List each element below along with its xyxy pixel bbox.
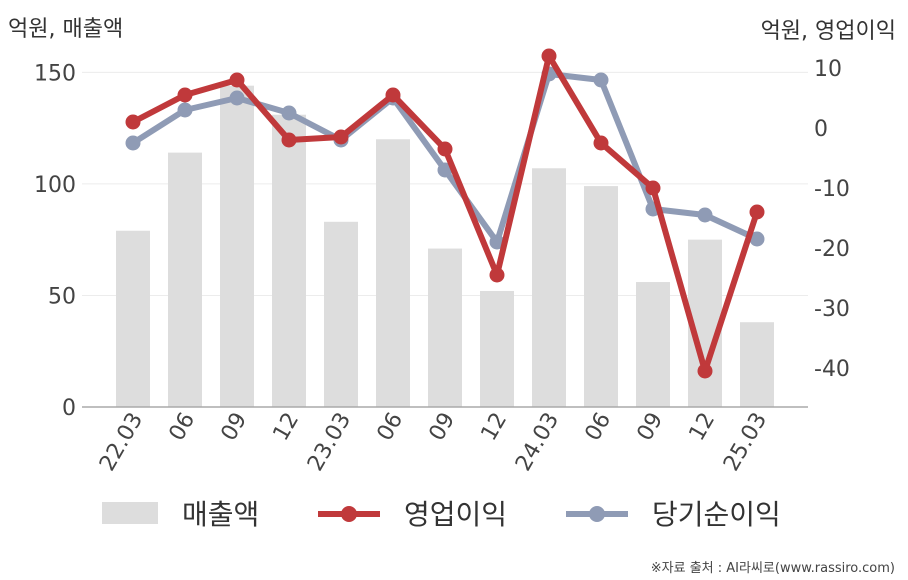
bar-revenue bbox=[428, 248, 462, 407]
point-operating-profit bbox=[645, 180, 661, 196]
point-operating-profit bbox=[229, 72, 245, 88]
point-net-income bbox=[281, 105, 297, 121]
x-axis-tick-label: 25.03 bbox=[719, 409, 772, 476]
x-axis-tick-label: 09 bbox=[217, 409, 253, 446]
left-axis-tick-label: 50 bbox=[48, 284, 76, 309]
point-net-income bbox=[489, 234, 505, 250]
bar-revenue bbox=[636, 282, 670, 407]
bar-revenue bbox=[584, 186, 618, 407]
x-axis-tick-label: 09 bbox=[425, 409, 461, 446]
point-operating-profit bbox=[749, 204, 765, 220]
right-axis-tick-label: -10 bbox=[814, 177, 850, 202]
legend-swatch-revenue bbox=[102, 502, 158, 524]
legend-label-operating-profit: 영업이익 bbox=[404, 498, 507, 531]
point-net-income bbox=[697, 207, 713, 223]
legend-label-net-income: 당기순이익 bbox=[652, 498, 781, 531]
point-operating-profit bbox=[125, 114, 141, 130]
right-axis-unit-label: 억원, 영업이익 bbox=[761, 19, 896, 44]
x-axis-tick-label: 12 bbox=[477, 409, 513, 446]
x-axis-tick-label: 24.03 bbox=[511, 409, 564, 476]
point-operating-profit bbox=[333, 129, 349, 145]
left-axis-tick-label: 100 bbox=[34, 173, 76, 198]
profit-lines bbox=[125, 48, 765, 379]
bar-revenue bbox=[324, 221, 358, 407]
bar-revenue bbox=[168, 152, 202, 407]
left-axis-tick-label: 0 bbox=[62, 396, 76, 421]
point-operating-profit bbox=[489, 267, 505, 283]
right-axis-tick-label: -20 bbox=[814, 237, 850, 262]
point-net-income bbox=[177, 102, 193, 118]
left-axis-tick-label: 150 bbox=[34, 61, 76, 86]
x-axis-tick-label: 06 bbox=[373, 409, 409, 446]
bar-revenue bbox=[272, 114, 306, 408]
bar-revenue bbox=[740, 322, 774, 407]
left-axis-unit-label: 억원, 매출액 bbox=[8, 17, 123, 42]
right-axis-tick-label: 0 bbox=[814, 117, 828, 142]
point-operating-profit bbox=[385, 87, 401, 103]
legend-label-revenue: 매출액 bbox=[182, 498, 259, 531]
point-operating-profit bbox=[177, 87, 193, 103]
point-net-income bbox=[437, 162, 453, 178]
x-axis-tick-label: 12 bbox=[685, 409, 721, 446]
source-note: ※자료 출처 : AI라씨로(www.rassiro.com) bbox=[651, 561, 895, 576]
x-axis-tick-label: 22.03 bbox=[95, 409, 148, 476]
bar-revenue bbox=[220, 85, 254, 407]
bar-revenue bbox=[116, 230, 150, 407]
right-axis-tick-label: -30 bbox=[814, 297, 850, 322]
x-axis-tick-label: 06 bbox=[165, 409, 201, 446]
x-axis-tick-label: 09 bbox=[633, 409, 669, 446]
legend-marker-operating-profit bbox=[341, 506, 357, 522]
bar-revenue bbox=[532, 168, 566, 407]
x-axis-tick-label: 12 bbox=[269, 409, 305, 446]
point-operating-profit bbox=[697, 363, 713, 379]
right-axis-tick-label: -40 bbox=[814, 357, 850, 382]
legend: 매출액 영업이익 당기순이익 bbox=[102, 498, 781, 531]
x-axis-tick-label: 06 bbox=[581, 409, 617, 446]
point-net-income bbox=[125, 135, 141, 151]
point-operating-profit bbox=[541, 48, 557, 64]
point-operating-profit bbox=[593, 135, 609, 151]
point-net-income bbox=[593, 72, 609, 88]
point-net-income bbox=[749, 231, 765, 247]
point-operating-profit bbox=[281, 132, 297, 148]
bar-revenue bbox=[376, 139, 410, 407]
legend-marker-net-income bbox=[589, 506, 605, 522]
revenue-bars bbox=[116, 85, 774, 408]
bar-revenue bbox=[480, 290, 514, 407]
right-axis-tick-label: 10 bbox=[814, 57, 842, 82]
point-net-income bbox=[229, 90, 245, 106]
x-axis-tick-label: 23.03 bbox=[303, 409, 356, 476]
point-operating-profit bbox=[437, 141, 453, 157]
